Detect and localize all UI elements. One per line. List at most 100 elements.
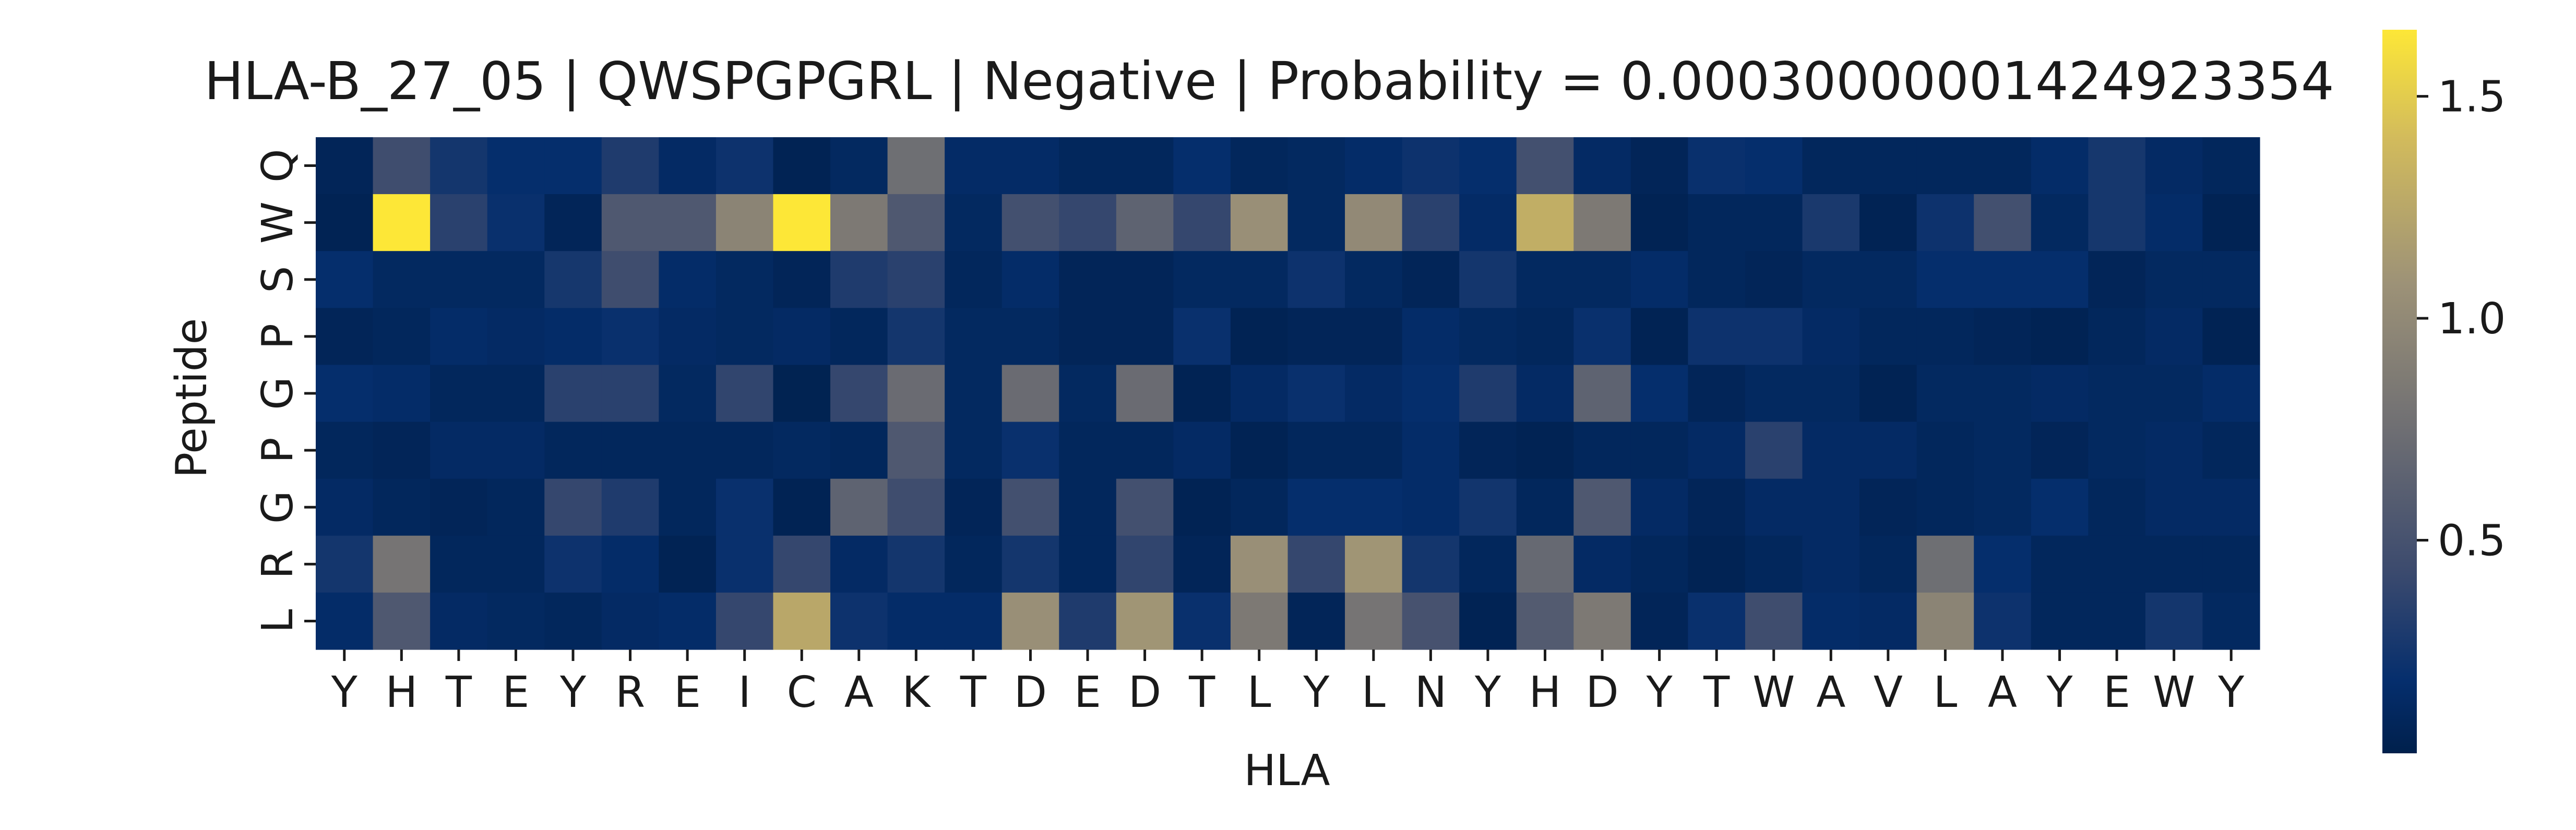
heatmap-cell [1916,422,1974,479]
heatmap-cell [1573,308,1631,366]
heatmap-cell [1459,194,1517,251]
heatmap-cell [773,365,831,423]
y-tick-label: W [253,201,303,244]
y-tick-label: S [253,266,303,293]
heatmap-cell [2088,308,2146,366]
heatmap-cell [887,251,945,308]
heatmap-cell [2202,308,2260,366]
heatmap-cell [1402,478,1460,536]
heatmap-cell [2202,137,2260,195]
heatmap-cell [601,535,659,593]
x-tick-label: N [1415,668,1447,717]
heatmap-cell [830,478,888,536]
heatmap-cell [1001,194,1059,251]
heatmap-cell [1688,251,1746,308]
heatmap-cell [1116,592,1174,650]
heatmap-cell [1116,308,1174,366]
heatmap-cell [1516,422,1574,479]
heatmap-cell [487,592,545,650]
heatmap-cell [1402,308,1460,366]
heatmap-cell [1402,137,1460,195]
heatmap-cell [1802,251,1860,308]
heatmap-cell [1287,422,1345,479]
heatmap-cell [373,365,431,423]
heatmap-cell [1802,308,1860,366]
y-tick-label: G [253,377,303,410]
heatmap-cell [1001,422,1059,479]
heatmap-cell [1345,194,1403,251]
y-tick-label: P [253,323,303,349]
heatmap-cell [1116,478,1174,536]
heatmap-cell [1573,535,1631,593]
heatmap-cell [1459,308,1517,366]
heatmap-cell [316,478,374,536]
heatmap-cell [2145,137,2203,195]
heatmap-cell [1402,535,1460,593]
heatmap-cell [773,308,831,366]
heatmap-cell [1630,194,1689,251]
x-tick-label: A [844,668,874,717]
heatmap-cell [659,251,717,308]
heatmap-cell [1573,478,1631,536]
heatmap-cell [601,422,659,479]
heatmap-cell [1859,194,1917,251]
heatmap-cell [1573,251,1631,308]
heatmap-cell [1916,535,1974,593]
heatmap-cell [2031,194,2089,251]
heatmap-cell [1287,308,1345,366]
heatmap-cell [887,478,945,536]
x-tick-label: A [1816,668,1845,717]
heatmap-cell [1001,592,1059,650]
heatmap-cell [1745,251,1803,308]
heatmap-cell [2202,365,2260,423]
x-tick-label: Y [1646,668,1673,717]
heatmap-cell [830,308,888,366]
heatmap-cell [1001,137,1059,195]
heatmap-cell [830,592,888,650]
heatmap-cell [1459,422,1517,479]
heatmap-cell [1516,308,1574,366]
heatmap-cell [544,422,602,479]
heatmap-cell [1116,194,1174,251]
heatmap-cell [830,251,888,308]
heatmap-cell [1573,194,1631,251]
heatmap-cell [316,194,374,251]
heatmap-cell [2088,535,2146,593]
heatmap-cell [544,194,602,251]
heatmap-cell [1173,478,1231,536]
heatmap-cell [430,422,488,479]
heatmap-cell [1173,251,1231,308]
y-tick-label: G [253,490,303,524]
heatmap-cell [2145,422,2203,479]
heatmap-cell [1974,308,2032,366]
heatmap-cell [1059,535,1117,593]
colorbar-tick-label: 0.5 [2438,516,2506,566]
x-axis-label: HLA [1244,746,1330,796]
heatmap-cell [487,137,545,195]
y-tick-label: Q [253,149,303,183]
heatmap-cell [487,194,545,251]
y-tick-label: R [253,549,303,579]
y-tick-label: L [253,609,303,633]
heatmap-cell [2145,365,2203,423]
x-tick-label: H [386,668,418,717]
heatmap-cell [544,365,602,423]
x-tick-label: R [615,668,645,717]
heatmap-cell [1974,365,2032,423]
heatmap-cell [1173,365,1231,423]
heatmap-cell [1630,478,1689,536]
y-axis-label: Peptide [167,318,217,478]
heatmap-cell [945,478,1003,536]
heatmap-cell [1059,592,1117,650]
heatmap-cell [1230,308,1289,366]
x-tick-label: E [674,668,701,717]
heatmap-cell [2088,478,2146,536]
heatmap-cell [1630,308,1689,366]
heatmap-cell [430,308,488,366]
heatmap-cell [2031,365,2089,423]
x-tick-label: D [1014,668,1047,717]
heatmap-cell [1173,592,1231,650]
heatmap-cell [373,194,431,251]
heatmap-cell [715,251,774,308]
heatmap-cell [715,137,774,195]
